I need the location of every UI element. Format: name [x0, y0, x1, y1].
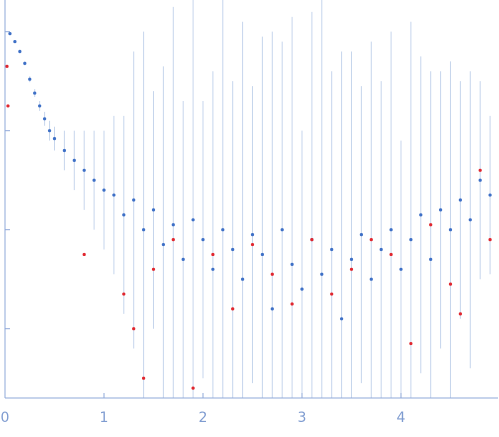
data-point [389, 228, 393, 232]
data-point [429, 223, 433, 227]
x-tick-label: 1 [100, 410, 109, 426]
x-tick-label: 0 [1, 410, 10, 426]
data-point [478, 168, 482, 172]
data-point [141, 376, 146, 380]
data-point [320, 272, 324, 276]
data-point [181, 257, 185, 261]
data-point [191, 218, 195, 222]
data-point [300, 287, 304, 291]
data-point [23, 61, 27, 65]
data-point [438, 208, 443, 212]
data-point [191, 386, 195, 390]
data-point [419, 213, 423, 217]
data-point [429, 257, 433, 261]
data-point [151, 267, 156, 271]
data-point [349, 267, 354, 271]
data-point [458, 312, 462, 316]
data-point [122, 213, 126, 217]
data-point [171, 223, 175, 227]
data-point [221, 228, 225, 232]
data-point [42, 117, 47, 121]
data-point [122, 292, 126, 296]
data-point [468, 218, 472, 222]
data-point [132, 327, 136, 331]
data-point [478, 178, 482, 182]
data-point [102, 188, 106, 192]
data-point [52, 137, 57, 141]
data-point [260, 252, 264, 257]
data-point [448, 228, 453, 232]
data-point [250, 233, 255, 237]
data-point [5, 64, 9, 68]
data-point [161, 242, 165, 247]
data-point [270, 272, 274, 276]
x-tick-label: 3 [298, 410, 307, 426]
data-point [290, 262, 294, 266]
data-point [409, 237, 413, 242]
data-point [33, 91, 37, 95]
data-point [62, 148, 66, 153]
data-point [280, 228, 284, 232]
data-point [270, 307, 274, 311]
data-point [488, 237, 492, 242]
data-point [448, 282, 453, 286]
data-point [389, 252, 393, 257]
data-point [82, 252, 86, 257]
data-point [201, 237, 205, 242]
data-point [330, 292, 334, 296]
data-point [349, 257, 354, 261]
data-point [369, 277, 373, 281]
data-point [18, 49, 22, 54]
data-point [8, 32, 12, 36]
data-point [6, 104, 10, 108]
data-point [132, 198, 136, 202]
data-point [28, 77, 32, 81]
data-point [290, 302, 294, 306]
data-point [379, 247, 383, 252]
data-point [211, 252, 215, 257]
data-point [369, 237, 373, 242]
data-point [211, 267, 215, 271]
data-point [112, 193, 116, 197]
data-point [92, 178, 96, 182]
data-point [82, 168, 86, 172]
data-point [151, 208, 156, 212]
data-point [47, 129, 52, 133]
data-point [72, 158, 76, 162]
data-point [38, 104, 42, 108]
data-point [359, 233, 363, 237]
data-point [13, 39, 17, 44]
x-tick-label: 4 [397, 410, 406, 426]
x-tick-label: 2 [199, 410, 208, 426]
data-point [488, 193, 492, 197]
data-point [399, 267, 403, 271]
data-point [231, 247, 235, 252]
data-point [409, 341, 413, 346]
data-point [330, 247, 334, 252]
data-point [240, 277, 245, 281]
data-point [458, 198, 462, 202]
data-point [141, 228, 146, 232]
data-point [171, 237, 175, 242]
data-point [310, 237, 314, 242]
data-point [339, 317, 344, 321]
data-point [231, 307, 235, 311]
data-point [250, 242, 255, 247]
